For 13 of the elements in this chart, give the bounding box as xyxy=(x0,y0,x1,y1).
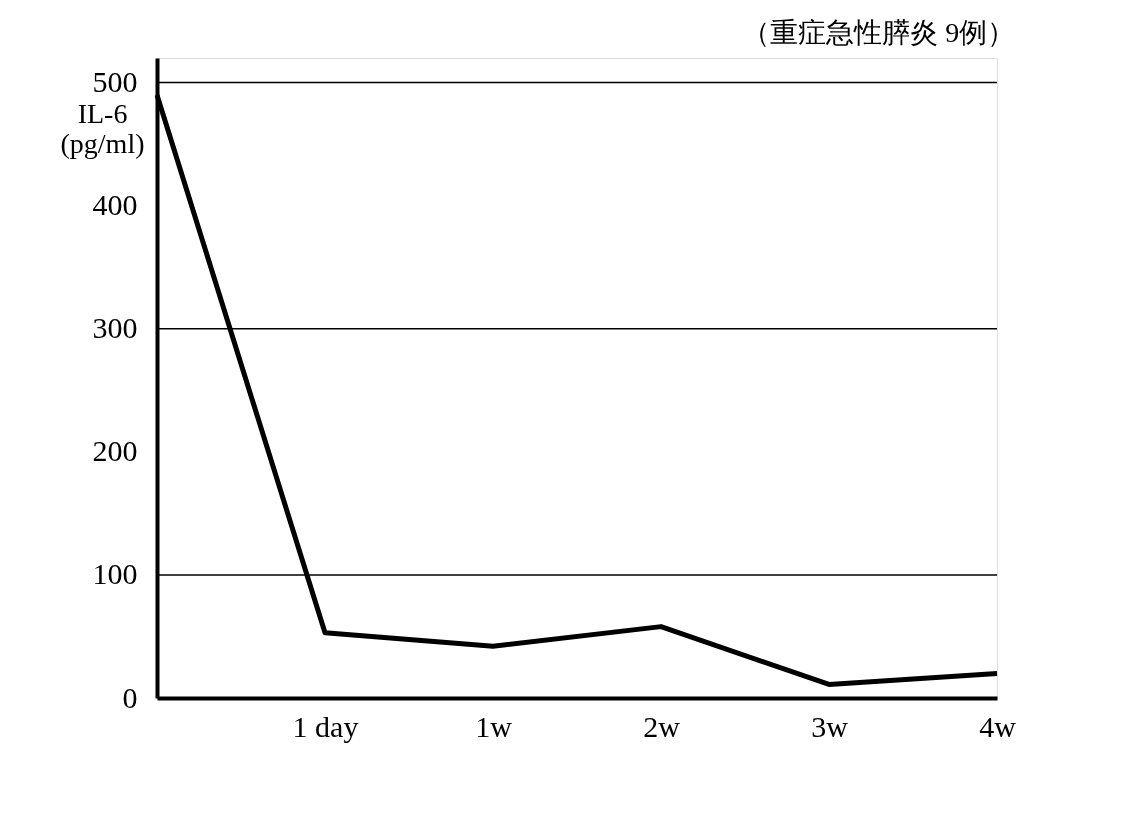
x-tick-label: 1w xyxy=(475,709,513,743)
y-tick-label: 100 xyxy=(92,557,138,591)
x-tick-label: 2w xyxy=(643,709,681,743)
x-tick-label: 1 day xyxy=(292,709,359,743)
y-tick-label: 500 xyxy=(92,65,138,99)
x-tick-label: 4w xyxy=(979,709,1017,743)
chart-title: （重症急性膵炎 9例） xyxy=(742,17,1016,48)
y-axis-title: IL-6 (pg/ml) xyxy=(60,97,145,159)
x-tick-label: 3w xyxy=(811,709,849,743)
y-tick-label: 200 xyxy=(92,434,138,468)
y-tick-label: 300 xyxy=(92,311,138,345)
y-tick-label: 0 xyxy=(122,680,138,714)
y-tick-label: 400 xyxy=(92,188,138,222)
